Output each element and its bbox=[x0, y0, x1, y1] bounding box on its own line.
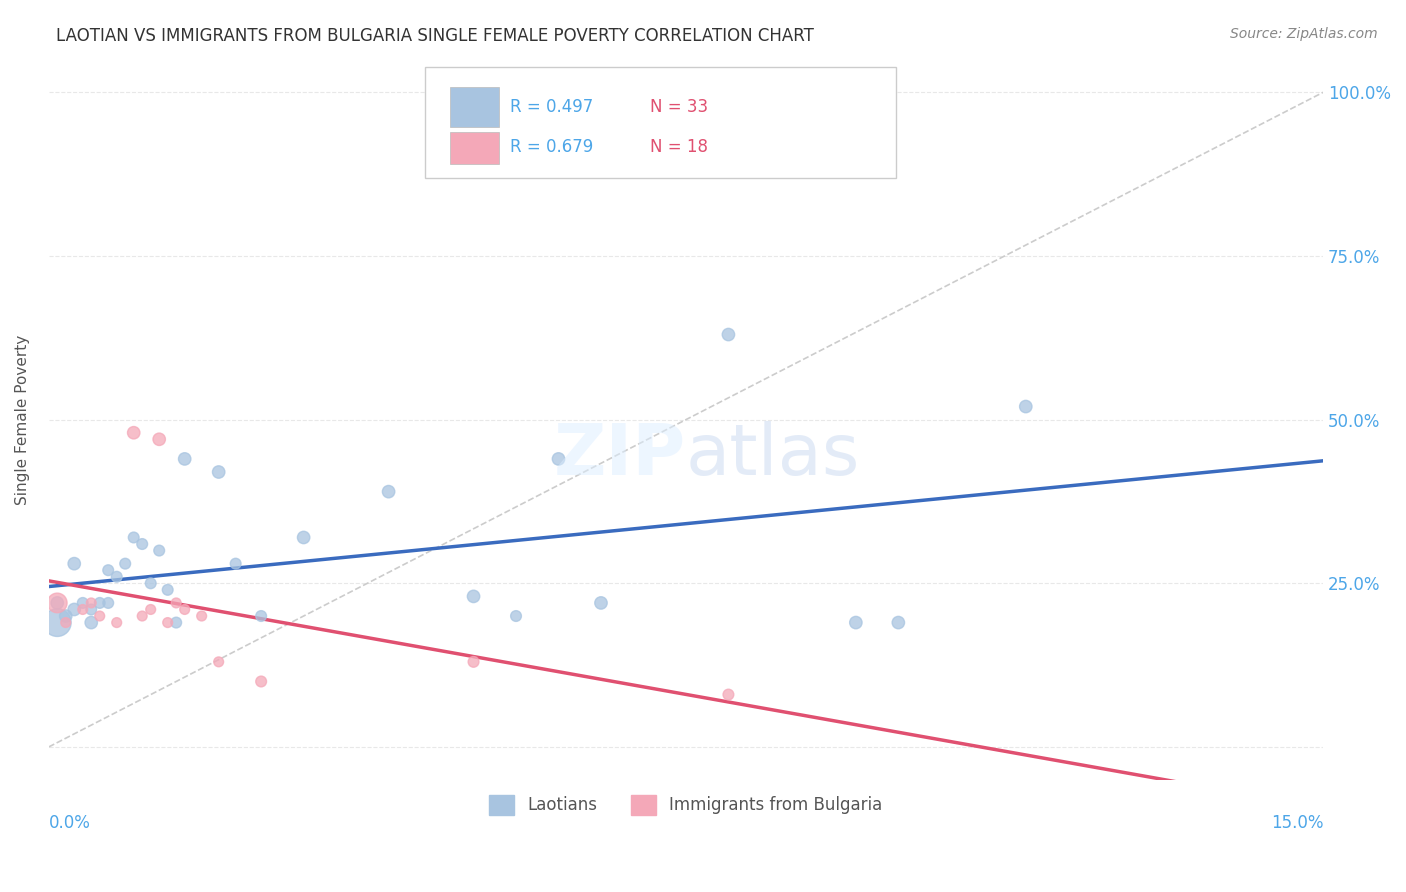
Text: Source: ZipAtlas.com: Source: ZipAtlas.com bbox=[1230, 27, 1378, 41]
Legend: Laotians, Immigrants from Bulgaria: Laotians, Immigrants from Bulgaria bbox=[482, 789, 889, 822]
Point bbox=[55, 609, 77, 624]
Text: 0.0%: 0.0% bbox=[49, 814, 90, 832]
Point bbox=[55, 615, 77, 630]
Y-axis label: Single Female Poverty: Single Female Poverty bbox=[15, 334, 30, 505]
Text: R = 0.497: R = 0.497 bbox=[510, 98, 593, 116]
Text: N = 18: N = 18 bbox=[650, 138, 709, 156]
Text: 15.0%: 15.0% bbox=[1271, 814, 1323, 832]
Point bbox=[97, 563, 120, 577]
Point bbox=[1015, 400, 1038, 414]
Point bbox=[46, 596, 69, 610]
Point bbox=[46, 596, 69, 610]
Point bbox=[80, 602, 103, 616]
Point bbox=[89, 596, 111, 610]
Point bbox=[131, 537, 153, 551]
Point bbox=[173, 602, 195, 616]
Point bbox=[63, 602, 86, 616]
Point bbox=[122, 531, 145, 545]
Point bbox=[463, 590, 485, 604]
Text: atlas: atlas bbox=[686, 421, 860, 490]
Bar bbox=[450, 87, 499, 127]
Point bbox=[80, 596, 103, 610]
Point bbox=[165, 615, 187, 630]
Point bbox=[72, 602, 94, 616]
Point bbox=[114, 557, 136, 571]
Point bbox=[97, 596, 120, 610]
Point bbox=[717, 327, 740, 342]
Point bbox=[173, 451, 195, 466]
Point bbox=[131, 609, 153, 624]
Text: R = 0.679: R = 0.679 bbox=[510, 138, 593, 156]
Point bbox=[72, 596, 94, 610]
Point bbox=[46, 615, 69, 630]
Point bbox=[250, 609, 273, 624]
Point bbox=[139, 576, 162, 591]
Point bbox=[122, 425, 145, 440]
Point bbox=[225, 557, 247, 571]
Point bbox=[148, 543, 170, 558]
Point bbox=[63, 557, 86, 571]
Point bbox=[505, 609, 527, 624]
Point bbox=[156, 615, 179, 630]
Point bbox=[463, 655, 485, 669]
Point bbox=[589, 596, 612, 610]
Bar bbox=[450, 132, 499, 164]
Point bbox=[208, 465, 231, 479]
Point bbox=[148, 432, 170, 446]
Point bbox=[250, 674, 273, 689]
Point bbox=[717, 688, 740, 702]
Point bbox=[89, 609, 111, 624]
Point bbox=[165, 596, 187, 610]
Point bbox=[845, 615, 868, 630]
Point bbox=[208, 655, 231, 669]
Point bbox=[190, 609, 212, 624]
Point bbox=[292, 531, 315, 545]
Point bbox=[105, 570, 128, 584]
Text: ZIP: ZIP bbox=[554, 421, 686, 490]
Point bbox=[156, 582, 179, 597]
Point bbox=[105, 615, 128, 630]
Text: LAOTIAN VS IMMIGRANTS FROM BULGARIA SINGLE FEMALE POVERTY CORRELATION CHART: LAOTIAN VS IMMIGRANTS FROM BULGARIA SING… bbox=[56, 27, 814, 45]
Point bbox=[80, 615, 103, 630]
Point bbox=[139, 602, 162, 616]
Point bbox=[887, 615, 910, 630]
Text: N = 33: N = 33 bbox=[650, 98, 709, 116]
Point bbox=[377, 484, 399, 499]
Point bbox=[547, 451, 569, 466]
FancyBboxPatch shape bbox=[425, 67, 896, 178]
